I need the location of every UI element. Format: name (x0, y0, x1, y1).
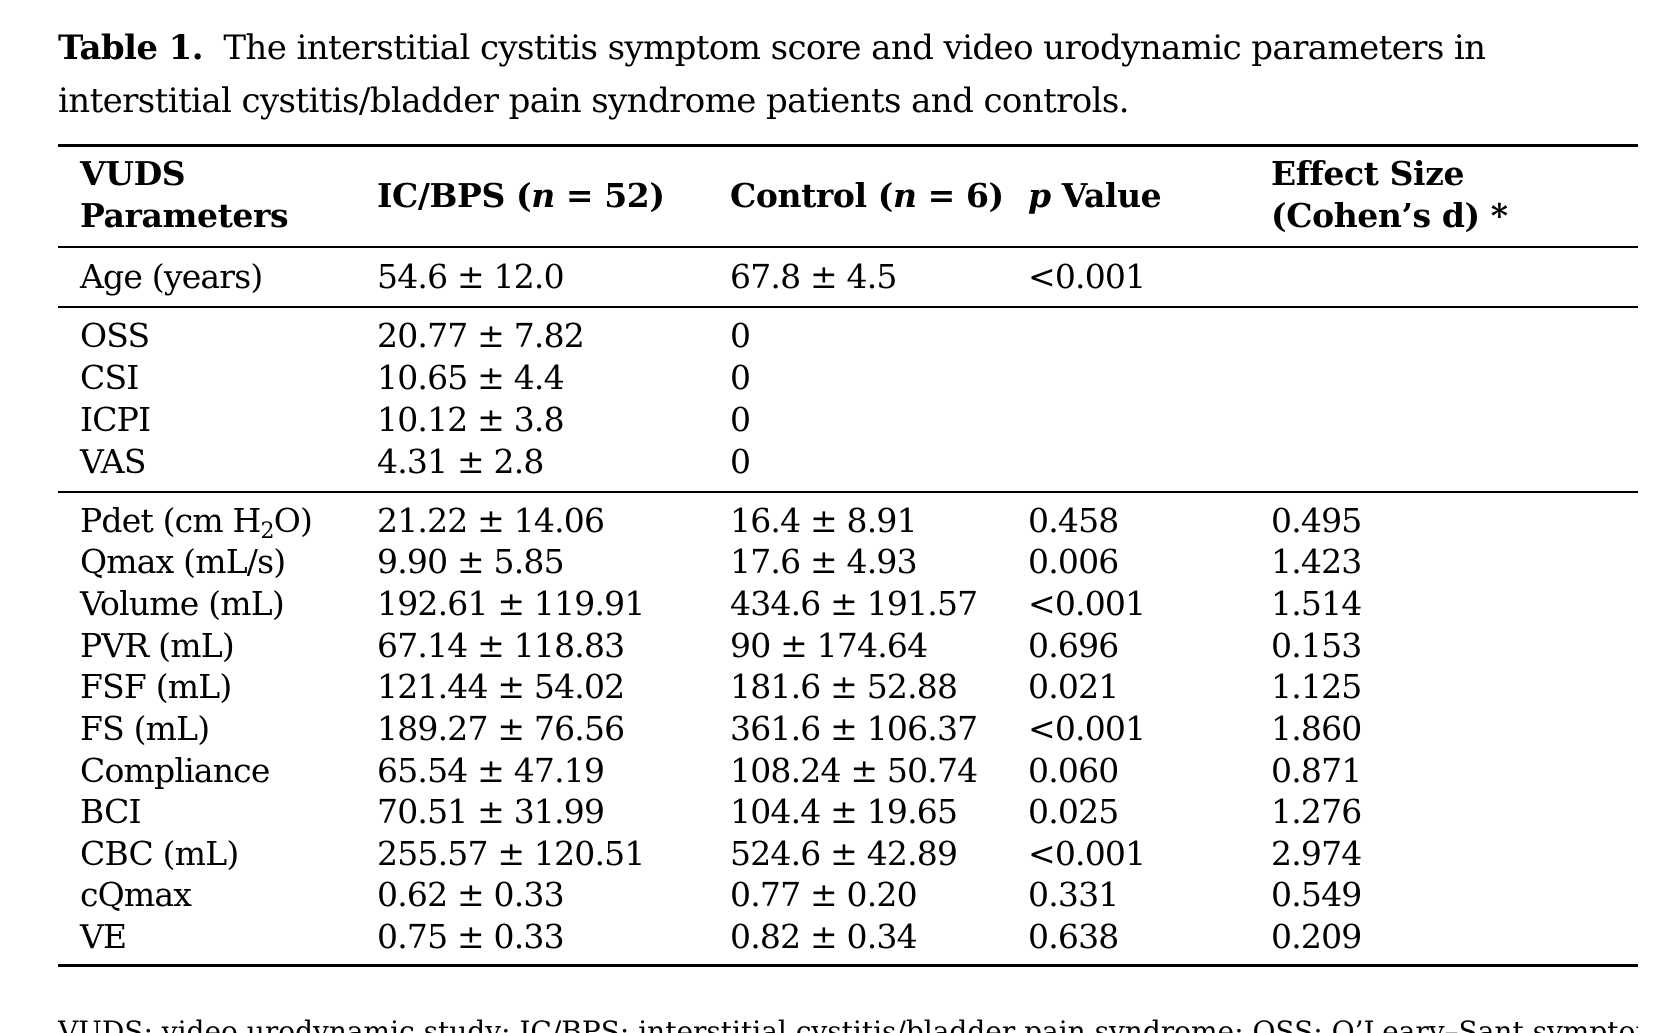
cell-control: 17.6 ± 4.93 (730, 542, 918, 581)
cell-effect-size: 1.423 (1271, 542, 1362, 581)
cell-effect-size: 2.974 (1271, 834, 1362, 873)
cell-p-value: 0.021 (1028, 667, 1119, 706)
cell-icbps: 192.61 ± 119.91 (377, 584, 645, 623)
cell-control: 0.77 ± 0.20 (730, 875, 918, 914)
cell-p-value: 0.331 (1028, 875, 1119, 914)
cell-icbps: 54.6 ± 12.0 (377, 257, 565, 296)
table-caption: Table 1. The interstitial cystitis sympt… (58, 22, 1638, 128)
cell-control: 361.6 ± 106.37 (730, 709, 978, 748)
cell-control: 0 (730, 400, 751, 439)
cell-param: BCI (80, 792, 142, 831)
cell-control: 0 (730, 442, 751, 481)
group-separator-rule (58, 491, 1638, 493)
cell-p-value: 0.060 (1028, 751, 1119, 790)
cell-icbps: 20.77 ± 7.82 (377, 316, 585, 355)
cell-icbps: 9.90 ± 5.85 (377, 542, 565, 581)
cell-icbps: 255.57 ± 120.51 (377, 834, 645, 873)
cell-effect-size: 0.209 (1271, 917, 1362, 956)
cell-param: PVR (mL) (80, 626, 235, 665)
cell-p-value: 0.006 (1028, 542, 1119, 581)
cell-p-value: 0.696 (1028, 626, 1119, 665)
cell-icbps: 21.22 ± 14.06 (377, 501, 605, 540)
header-p-value: p Value (1028, 176, 1162, 215)
cell-control: 67.8 ± 4.5 (730, 257, 897, 296)
cell-control: 181.6 ± 52.88 (730, 667, 958, 706)
cell-param: Volume (mL) (80, 584, 285, 623)
cell-p-value: 0.025 (1028, 792, 1119, 831)
cell-control: 108.24 ± 50.74 (730, 751, 978, 790)
cell-p-value: 0.458 (1028, 501, 1119, 540)
cell-param: FS (mL) (80, 709, 210, 748)
cell-param: Pdet (cm H2O) (80, 501, 313, 544)
cell-p-value: 0.638 (1028, 917, 1119, 956)
cell-param: VAS (80, 442, 146, 481)
cell-icbps: 65.54 ± 47.19 (377, 751, 605, 790)
cell-icbps: 4.31 ± 2.8 (377, 442, 544, 481)
cell-effect-size: 1.514 (1271, 584, 1362, 623)
table-top-rule (58, 144, 1638, 147)
cell-effect-size: 0.153 (1271, 626, 1362, 665)
table-bottom-rule (58, 964, 1638, 967)
cell-icbps: 0.75 ± 0.33 (377, 917, 565, 956)
table-caption-label: Table 1. (58, 28, 204, 68)
cell-p-value: <0.001 (1028, 584, 1146, 623)
cell-param: FSF (mL) (80, 667, 232, 706)
cell-icbps: 189.27 ± 76.56 (377, 709, 625, 748)
header-control: Control (n = 6) (730, 176, 1004, 215)
cell-param: cQmax (80, 875, 192, 914)
header-col5-line2: (Cohen’s d) * (1271, 196, 1508, 235)
header-col1-line1: VUDS (80, 154, 186, 193)
cell-param: Age (years) (80, 257, 263, 296)
cell-effect-size: 0.495 (1271, 501, 1362, 540)
cell-icbps: 70.51 ± 31.99 (377, 792, 605, 831)
cell-control: 104.4 ± 19.65 (730, 792, 958, 831)
cell-param: ICPI (80, 400, 151, 439)
table-footnote: VUDS: video urodynamic study; IC/BPS: in… (58, 1015, 1638, 1033)
cell-effect-size: 1.125 (1271, 667, 1362, 706)
cell-param: CSI (80, 358, 139, 397)
cell-control: 0 (730, 358, 751, 397)
cell-icbps: 10.65 ± 4.4 (377, 358, 565, 397)
cell-effect-size: 0.871 (1271, 751, 1362, 790)
header-bottom-rule (58, 246, 1638, 248)
cell-control: 16.4 ± 8.91 (730, 501, 918, 540)
table-caption-text: The interstitial cystitis symptom score … (58, 28, 1486, 121)
header-icbps: IC/BPS (n = 52) (377, 176, 665, 215)
header-vuds-parameters: VUDS Parameters (80, 153, 289, 237)
cell-control: 0 (730, 316, 751, 355)
header-col1-line2: Parameters (80, 196, 289, 235)
cell-control: 0.82 ± 0.34 (730, 917, 918, 956)
cell-effect-size: 1.860 (1271, 709, 1362, 748)
header-effect-size: Effect Size (Cohen’s d) * (1271, 153, 1508, 237)
cell-effect-size: 0.549 (1271, 875, 1362, 914)
cell-param: Compliance (80, 751, 270, 790)
cell-p-value: <0.001 (1028, 709, 1146, 748)
group-separator-rule (58, 306, 1638, 308)
cell-control: 90 ± 174.64 (730, 626, 928, 665)
cell-icbps: 10.12 ± 3.8 (377, 400, 565, 439)
cell-icbps: 0.62 ± 0.33 (377, 875, 565, 914)
cell-icbps: 121.44 ± 54.02 (377, 667, 625, 706)
cell-param: OSS (80, 316, 150, 355)
cell-control: 524.6 ± 42.89 (730, 834, 958, 873)
cell-p-value: <0.001 (1028, 257, 1146, 296)
cell-effect-size: 1.276 (1271, 792, 1362, 831)
cell-p-value: <0.001 (1028, 834, 1146, 873)
cell-param: VE (80, 917, 127, 956)
cell-param: Qmax (mL/s) (80, 542, 286, 581)
header-col5-line1: Effect Size (1271, 154, 1465, 193)
cell-control: 434.6 ± 191.57 (730, 584, 978, 623)
cell-icbps: 67.14 ± 118.83 (377, 626, 625, 665)
cell-param: CBC (mL) (80, 834, 239, 873)
